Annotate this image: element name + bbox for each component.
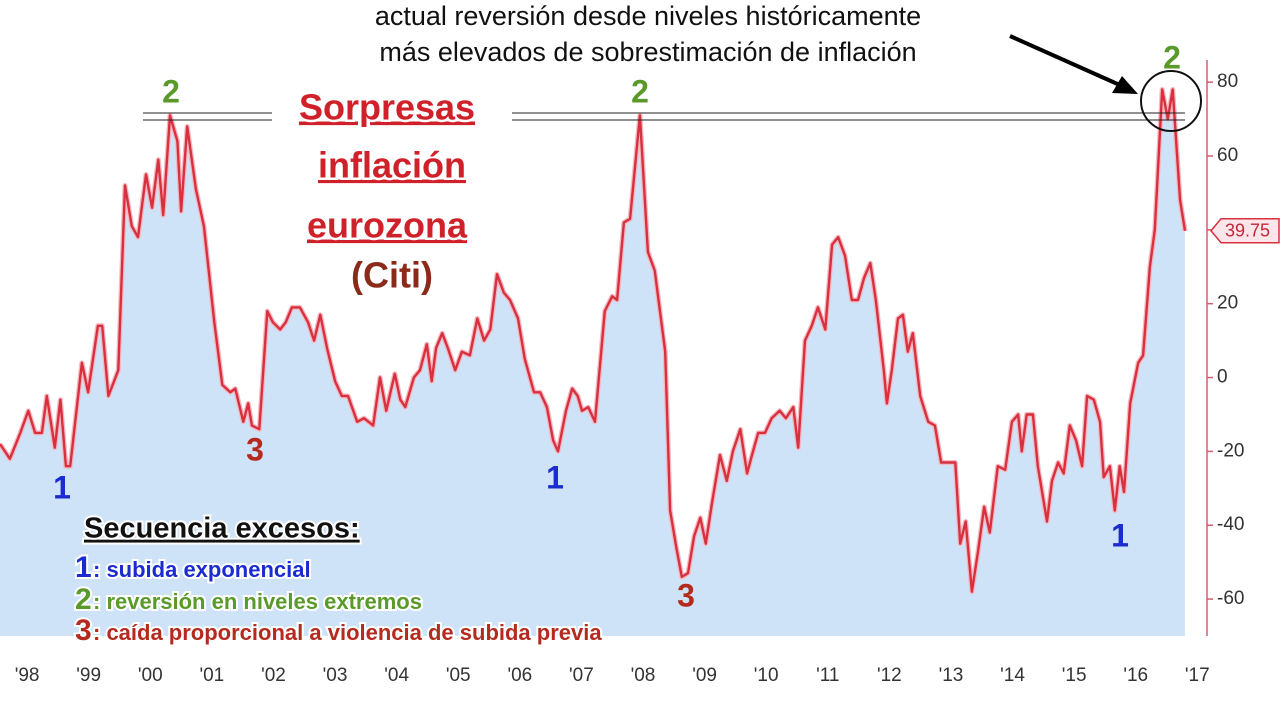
phase-marker: 2 — [631, 73, 649, 109]
legend-text: : subida exponencial — [93, 557, 311, 582]
x-tick-label: '01 — [199, 665, 224, 686]
x-tick-label: '08 — [631, 665, 656, 686]
x-tick-label: '15 — [1062, 665, 1087, 686]
x-tick-label: '14 — [1000, 665, 1025, 686]
arrow — [1009, 34, 1123, 88]
area — [0, 89, 1185, 636]
x-tick-label: '13 — [939, 665, 964, 686]
plot: -60-40-20020406080'98'99'00'01'02'03'04'… — [0, 60, 1280, 686]
chart-title: Sorpresas — [299, 87, 475, 128]
x-tick-label: '10 — [754, 665, 779, 686]
legend-number: 2 — [75, 583, 92, 616]
annotation: más elevados de sobrestimación de inflac… — [379, 37, 916, 67]
x-tick-label: '05 — [446, 665, 471, 686]
legend-text: : caída proporcional a violencia de subi… — [93, 620, 602, 645]
x-tick-label: '11 — [816, 665, 839, 686]
overlay: actual reversión desde niveles histórica… — [53, 1, 1202, 649]
line — [0, 88, 1187, 593]
x-tick-label: '09 — [692, 665, 717, 686]
phase-marker: 2 — [162, 73, 180, 109]
x-tick-label: '17 — [1185, 665, 1210, 686]
x-tick-label: '02 — [261, 665, 286, 686]
legend-text: : reversión en niveles extremos — [93, 589, 422, 614]
phase-marker: 2 — [1163, 39, 1181, 75]
x-tick-label: '06 — [507, 665, 532, 686]
y-tick-label: 60 — [1217, 145, 1238, 166]
annotation: actual reversión desde niveles histórica… — [375, 1, 921, 31]
legend-title: Secuencia excesos: — [84, 513, 360, 545]
phase-marker: 3 — [677, 577, 695, 613]
chart-title: eurozona — [307, 205, 468, 246]
phase-marker: 1 — [546, 459, 564, 495]
legend-number: 1 — [75, 551, 92, 584]
chart-subtitle: (Citi) — [351, 255, 433, 296]
x-tick-label: '99 — [76, 665, 101, 686]
x-tick-label: '12 — [877, 665, 902, 686]
last-value-label: 39.75 — [1225, 221, 1270, 241]
highlight-circle — [1140, 70, 1202, 132]
arrow-head — [1112, 76, 1138, 94]
x-tick-label: '98 — [15, 665, 40, 686]
chart-title: inflación — [318, 145, 466, 186]
x-tick-label: '04 — [384, 665, 409, 686]
phase-marker: 3 — [246, 431, 264, 467]
y-tick-label: -40 — [1217, 514, 1244, 535]
y-tick-label: 20 — [1217, 293, 1238, 314]
y-tick-label: 80 — [1217, 71, 1238, 92]
phase-marker: 1 — [1111, 517, 1129, 553]
x-tick-label: '07 — [569, 665, 594, 686]
y-tick-label: -20 — [1217, 440, 1244, 461]
x-tick-label: '16 — [1123, 665, 1148, 686]
x-tick-label: '03 — [323, 665, 348, 686]
y-tick-label: 0 — [1217, 367, 1228, 388]
phase-marker: 1 — [53, 469, 71, 505]
x-tick-label: '00 — [138, 665, 163, 686]
last-value-tag — [1210, 218, 1280, 244]
y-tick-label: -60 — [1217, 588, 1244, 609]
legend-number: 3 — [75, 614, 92, 647]
